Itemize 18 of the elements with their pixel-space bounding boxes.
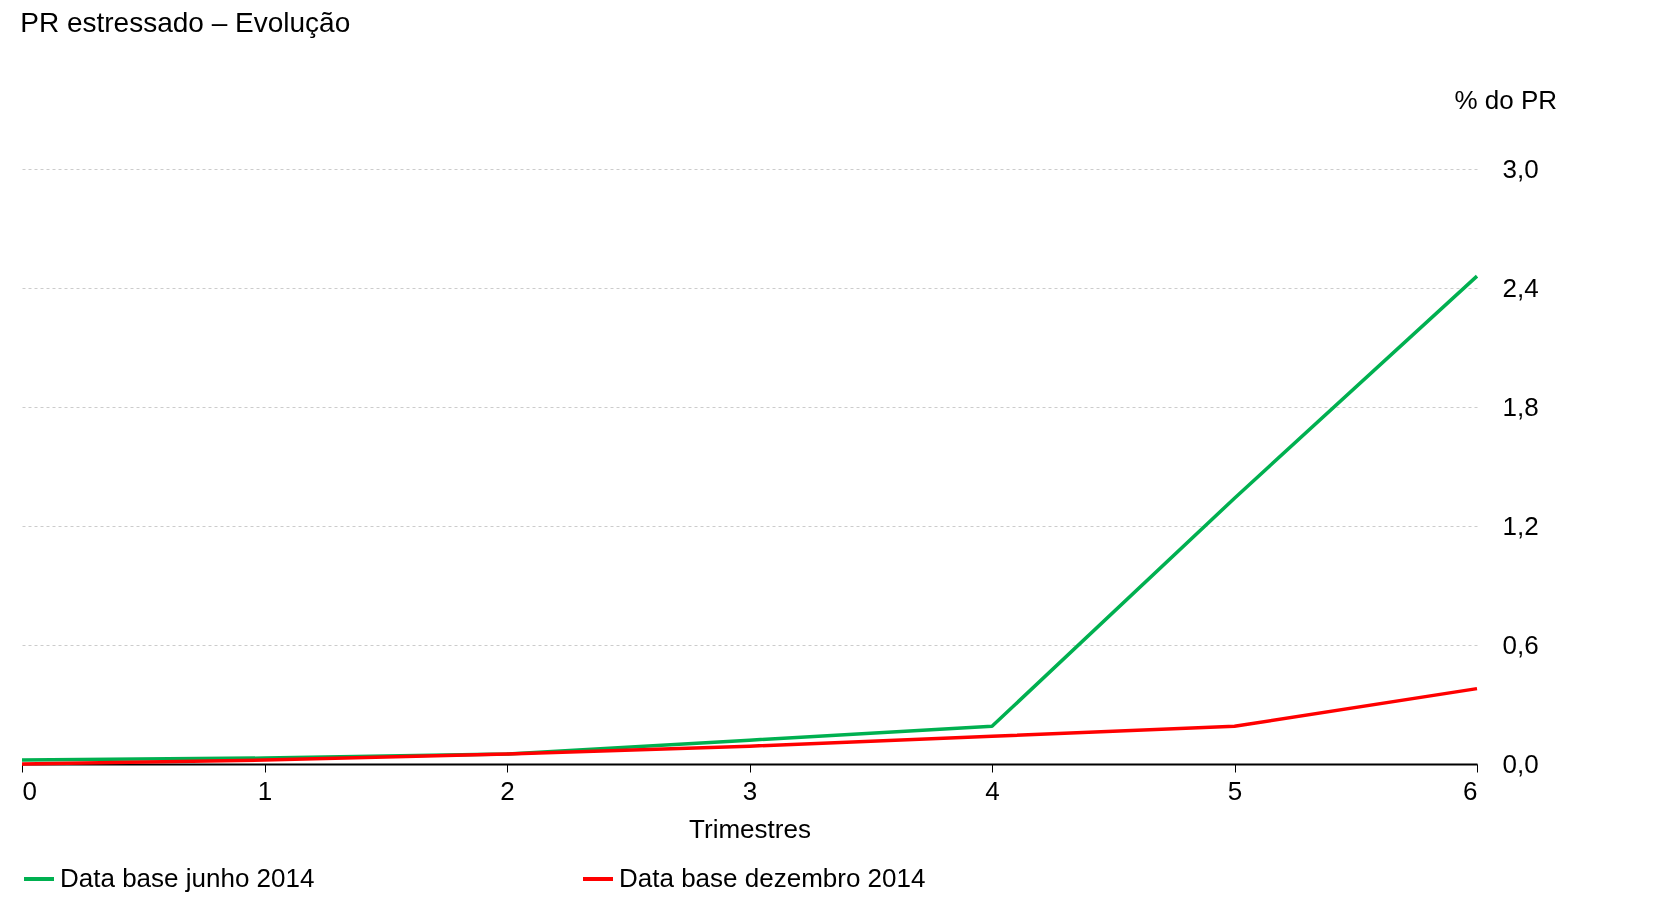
x-tick-label: 3 bbox=[742, 775, 758, 806]
x-tick-label: 5 bbox=[1227, 775, 1243, 806]
x-tick-label: 6 bbox=[1463, 775, 1478, 806]
y-tick-label: 2,4 bbox=[1502, 272, 1539, 303]
chart-title: PR estressado – Evolução bbox=[20, 7, 351, 38]
y-tick-label: 0,6 bbox=[1502, 629, 1539, 660]
x-tick-label: 2 bbox=[500, 775, 515, 806]
y-tick-label: 0,0 bbox=[1502, 748, 1539, 779]
legend-label: Data base junho 2014 bbox=[60, 863, 315, 893]
y-axis-title: % do PR bbox=[1454, 85, 1557, 115]
y-tick-label: 1,2 bbox=[1502, 510, 1539, 541]
x-tick-label: 4 bbox=[985, 775, 1000, 806]
legend-label: Data base dezembro 2014 bbox=[619, 863, 926, 893]
x-axis-title: Trimestres bbox=[689, 813, 811, 844]
y-tick-label: 3,0 bbox=[1502, 153, 1539, 184]
x-tick-label: 0 bbox=[22, 775, 37, 806]
x-tick-label: 1 bbox=[257, 775, 273, 806]
y-tick-label: 1,8 bbox=[1502, 391, 1539, 422]
